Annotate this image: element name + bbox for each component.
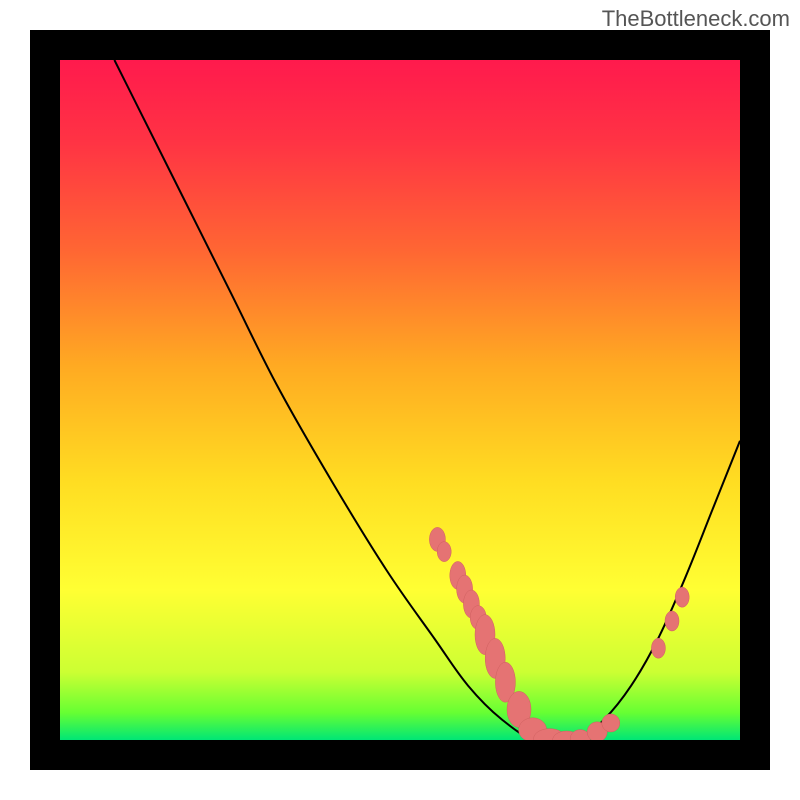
gradient-background (60, 60, 740, 740)
chart-svg (60, 60, 740, 740)
curve-marker (602, 714, 620, 732)
watermark-text: TheBottleneck.com (602, 6, 790, 32)
chart-frame (30, 30, 770, 770)
chart-container: TheBottleneck.com (0, 0, 800, 800)
curve-marker (437, 542, 451, 562)
curve-marker (651, 638, 665, 658)
curve-marker (665, 611, 679, 631)
curve-marker (675, 587, 689, 607)
